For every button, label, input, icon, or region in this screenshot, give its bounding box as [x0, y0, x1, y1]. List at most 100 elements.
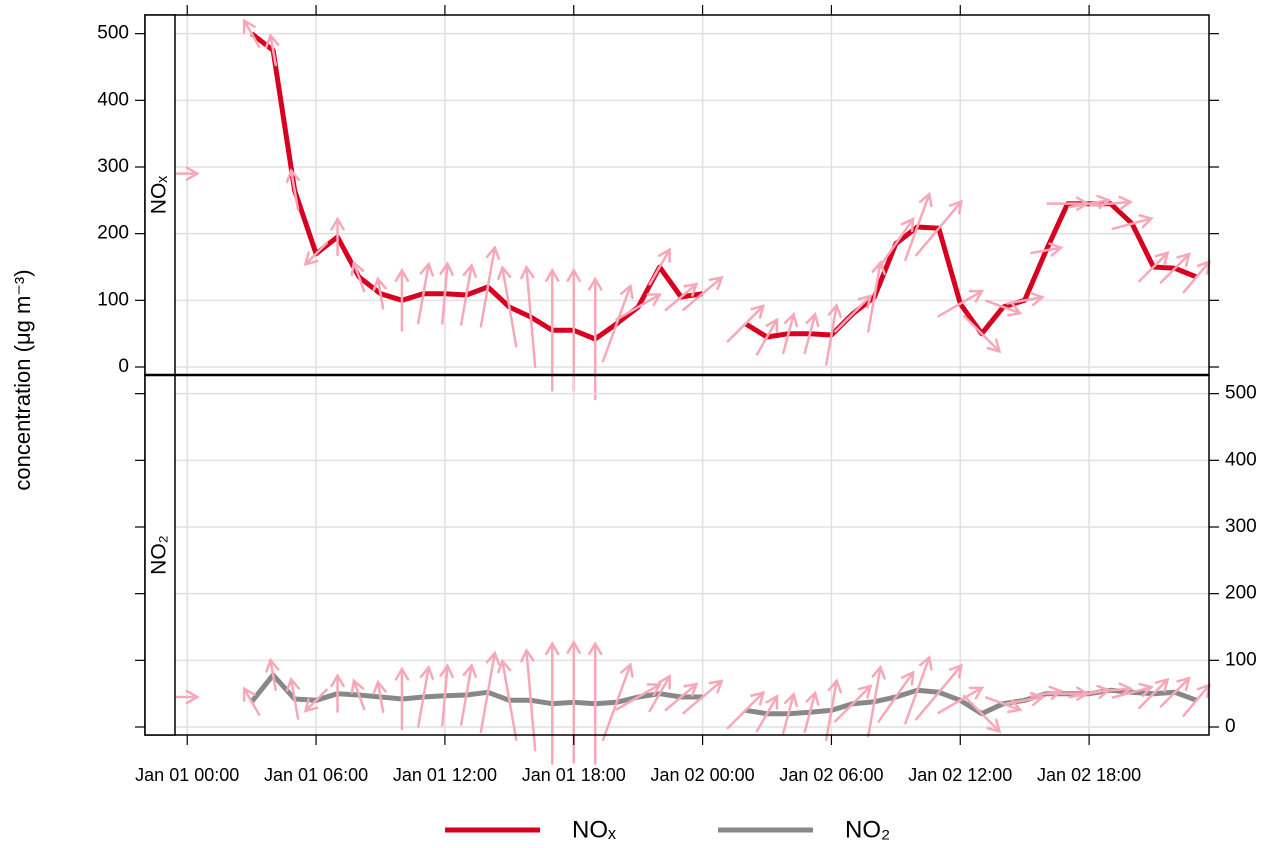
- wind-arrow: [833, 294, 873, 333]
- y-tick-label: 300: [97, 156, 129, 177]
- x-tick-label: Jan 02 06:00: [779, 765, 883, 785]
- wind-arrow: [962, 694, 1002, 734]
- wind-arrow: [566, 267, 581, 392]
- wind-arrow: [877, 670, 915, 723]
- wind-arrow: [330, 673, 345, 713]
- strip-label: NO₂: [148, 535, 171, 575]
- wind-arrow: [1159, 252, 1191, 284]
- y-tick-label: 200: [1225, 583, 1257, 604]
- wind-arrow: [265, 33, 280, 67]
- wind-arrow: [330, 216, 345, 257]
- wind-arrow: [242, 686, 261, 716]
- y-tick-label: 0: [1225, 716, 1236, 737]
- x-tick-label: Jan 01 00:00: [135, 765, 239, 785]
- wind-arrow: [459, 262, 477, 326]
- wind-arrow: [175, 689, 200, 705]
- wind-arrow: [682, 275, 724, 311]
- wind-arrow: [545, 267, 560, 392]
- wind-arrow: [1005, 291, 1045, 307]
- wind-arrow: [755, 694, 779, 733]
- wind-arrow: [1182, 259, 1211, 294]
- y-tick-label: 100: [1225, 649, 1257, 670]
- x-tick-label: Jan 02 12:00: [908, 765, 1012, 785]
- wind-arrow: [372, 679, 387, 714]
- wind-arrow: [350, 260, 366, 293]
- wind-arrow: [904, 655, 933, 725]
- wind-arrow: [520, 264, 537, 369]
- y-tick-label: 400: [1225, 449, 1257, 470]
- strip: [144, 374, 176, 736]
- y-tick-label: 300: [1225, 516, 1257, 537]
- wind-arrow: [867, 664, 886, 738]
- wind-arrow: [782, 691, 799, 735]
- wind-arrow: [648, 247, 671, 286]
- wind-arrow: [782, 311, 799, 355]
- wind-arrow: [439, 261, 454, 325]
- wind-arrow: [1089, 195, 1133, 211]
- y-tick-label: 0: [118, 356, 129, 377]
- strip: [144, 14, 176, 376]
- wind-arrow: [1138, 677, 1170, 710]
- wind-arrow: [587, 641, 603, 765]
- wind-arrow: [904, 191, 933, 262]
- wind-arrow: [937, 686, 985, 715]
- wind-arrow: [1089, 682, 1133, 697]
- wind-arrow: [439, 663, 454, 727]
- wind-arrow: [803, 690, 820, 733]
- wind-arrow: [303, 241, 328, 267]
- wind-arrow: [350, 678, 366, 711]
- wind-arrow: [648, 674, 671, 713]
- wind-arrow: [985, 696, 1023, 714]
- x-tick-label: Jan 02 00:00: [651, 765, 755, 785]
- wind-arrow: [416, 664, 434, 728]
- wind-arrow: [303, 688, 328, 713]
- wind-arrow: [877, 217, 915, 270]
- y-tick-label: 500: [1225, 383, 1257, 404]
- wind-arrow: [601, 283, 634, 363]
- x-tick-label: Jan 02 18:00: [1037, 765, 1141, 785]
- x-tick-label: Jan 01 06:00: [264, 765, 368, 785]
- wind-arrow: [1138, 251, 1170, 283]
- wind-arrow: [175, 166, 200, 181]
- wind-arrow: [962, 314, 1002, 354]
- wind-arrow: [416, 261, 434, 325]
- wind-arrow: [726, 304, 765, 343]
- y-tick-label: 400: [97, 89, 129, 110]
- wind-arrow: [372, 276, 387, 310]
- panel-border: [144, 374, 1210, 736]
- wind-arrow: [664, 282, 699, 312]
- wind-arrow: [1159, 676, 1191, 708]
- y-tick-label: 500: [97, 23, 129, 44]
- wind-arrow: [833, 684, 873, 723]
- wind-arrow: [285, 676, 301, 720]
- wind-arrow: [664, 682, 699, 712]
- wind-arrow: [682, 679, 724, 715]
- wind-arrow: [615, 293, 662, 321]
- wind-arrow: [615, 683, 662, 711]
- series-line: [250, 31, 1198, 342]
- wind-arrow: [726, 690, 765, 730]
- wind-arrow: [545, 641, 560, 765]
- wind-arrow: [867, 260, 886, 333]
- wind-arrow: [1111, 682, 1154, 699]
- x-tick-label: Jan 01 12:00: [393, 765, 497, 785]
- wind-arrow: [1111, 214, 1154, 231]
- y-tick-label: 200: [97, 223, 129, 244]
- wind-arrow: [497, 658, 518, 741]
- wind-arrow: [803, 311, 820, 355]
- y-axis-title: concentration (μg m⁻³): [10, 269, 35, 490]
- wind-arrow: [1030, 685, 1064, 701]
- wind-arrow: [394, 267, 410, 332]
- wind-arrow: [985, 299, 1023, 317]
- wind-arrow: [824, 678, 842, 742]
- series-line: [249, 672, 1198, 717]
- legend-label: NOₓ: [572, 816, 616, 843]
- wind-arrow: [824, 302, 842, 366]
- wind-arrow: [394, 666, 410, 731]
- wind-arrow: [755, 317, 779, 356]
- wind-arrow: [587, 276, 603, 401]
- wind-arrow: [479, 245, 501, 328]
- wind-arrow: [1182, 683, 1211, 717]
